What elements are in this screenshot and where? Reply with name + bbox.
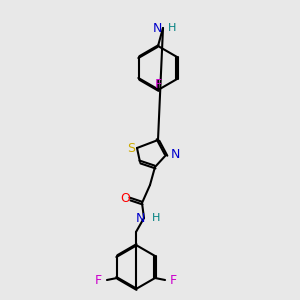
Text: O: O bbox=[120, 193, 130, 206]
Text: H: H bbox=[168, 23, 176, 33]
Text: N: N bbox=[171, 148, 180, 161]
Text: F: F bbox=[154, 79, 162, 92]
Text: N: N bbox=[136, 212, 145, 224]
Text: S: S bbox=[127, 142, 135, 154]
Text: H: H bbox=[152, 213, 160, 223]
Text: F: F bbox=[170, 274, 177, 286]
Text: N: N bbox=[153, 22, 162, 34]
Text: F: F bbox=[95, 274, 102, 286]
